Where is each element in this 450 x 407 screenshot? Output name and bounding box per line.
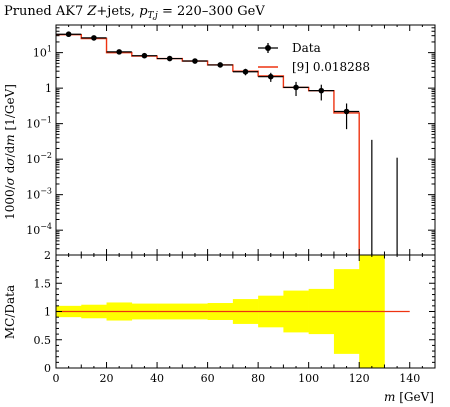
x-tick-label: 80 <box>251 372 265 385</box>
main-plot-frame <box>55 24 436 256</box>
x-tick-label: 100 <box>298 372 319 385</box>
data-point <box>293 84 299 91</box>
x-tick-label: 40 <box>150 372 164 385</box>
data-point <box>166 55 173 62</box>
data-point <box>242 68 249 75</box>
ratio-y-tick-label: 0.5 <box>34 334 52 347</box>
ratio-plot: 0 20 40 60 80 100 120 140 0 0.5 1 1.5 2 <box>34 249 436 385</box>
ratio-y-tick-label: 1 <box>44 306 51 319</box>
ratio-y-tick-label: 1.5 <box>34 277 52 290</box>
data-point <box>192 58 198 64</box>
data-point <box>267 73 274 80</box>
data-point <box>318 87 325 94</box>
main-y-tick-label: 1 <box>45 82 52 95</box>
main-plot: 101 1 10−1 10−2 10−3 10−4 <box>26 24 436 256</box>
x-tick-label: 140 <box>399 372 420 385</box>
x-tick-label: 60 <box>201 372 215 385</box>
main-y-tick-label: 10−1 <box>26 116 52 131</box>
legend-data-marker <box>265 45 271 51</box>
legend: Data [9] 0.018288 <box>258 41 370 74</box>
data-point <box>141 52 148 59</box>
main-y-tick-label: 10−2 <box>26 151 52 166</box>
x-tick-label: 120 <box>349 372 370 385</box>
data-point <box>116 49 122 55</box>
data-point <box>65 31 72 38</box>
chart-title: Pruned AK7 Z+jets, pT,j = 220–300 GeV <box>4 4 265 21</box>
ratio-y-axis-label: MC/Data <box>3 285 17 339</box>
main-y-tick-label: 10−4 <box>26 222 52 237</box>
data-point <box>343 108 350 115</box>
x-axis-label: m [GeV] <box>384 390 434 404</box>
data-point <box>217 62 224 68</box>
ratio-y-tick-label: 2 <box>44 249 51 262</box>
legend-data-label: Data <box>292 41 321 55</box>
x-tick-label: 20 <box>100 372 114 385</box>
data-point <box>91 35 97 41</box>
x-tick-label: 0 <box>53 372 60 385</box>
main-y-tick-label: 101 <box>33 45 52 60</box>
main-y-axis-label: 1000/σ dσ/dm [1/GeV] <box>3 84 17 220</box>
main-y-tick-label: 10−3 <box>26 187 52 202</box>
legend-model-label: [9] 0.018288 <box>292 60 370 74</box>
ratio-y-tick-label: 0 <box>44 362 51 375</box>
